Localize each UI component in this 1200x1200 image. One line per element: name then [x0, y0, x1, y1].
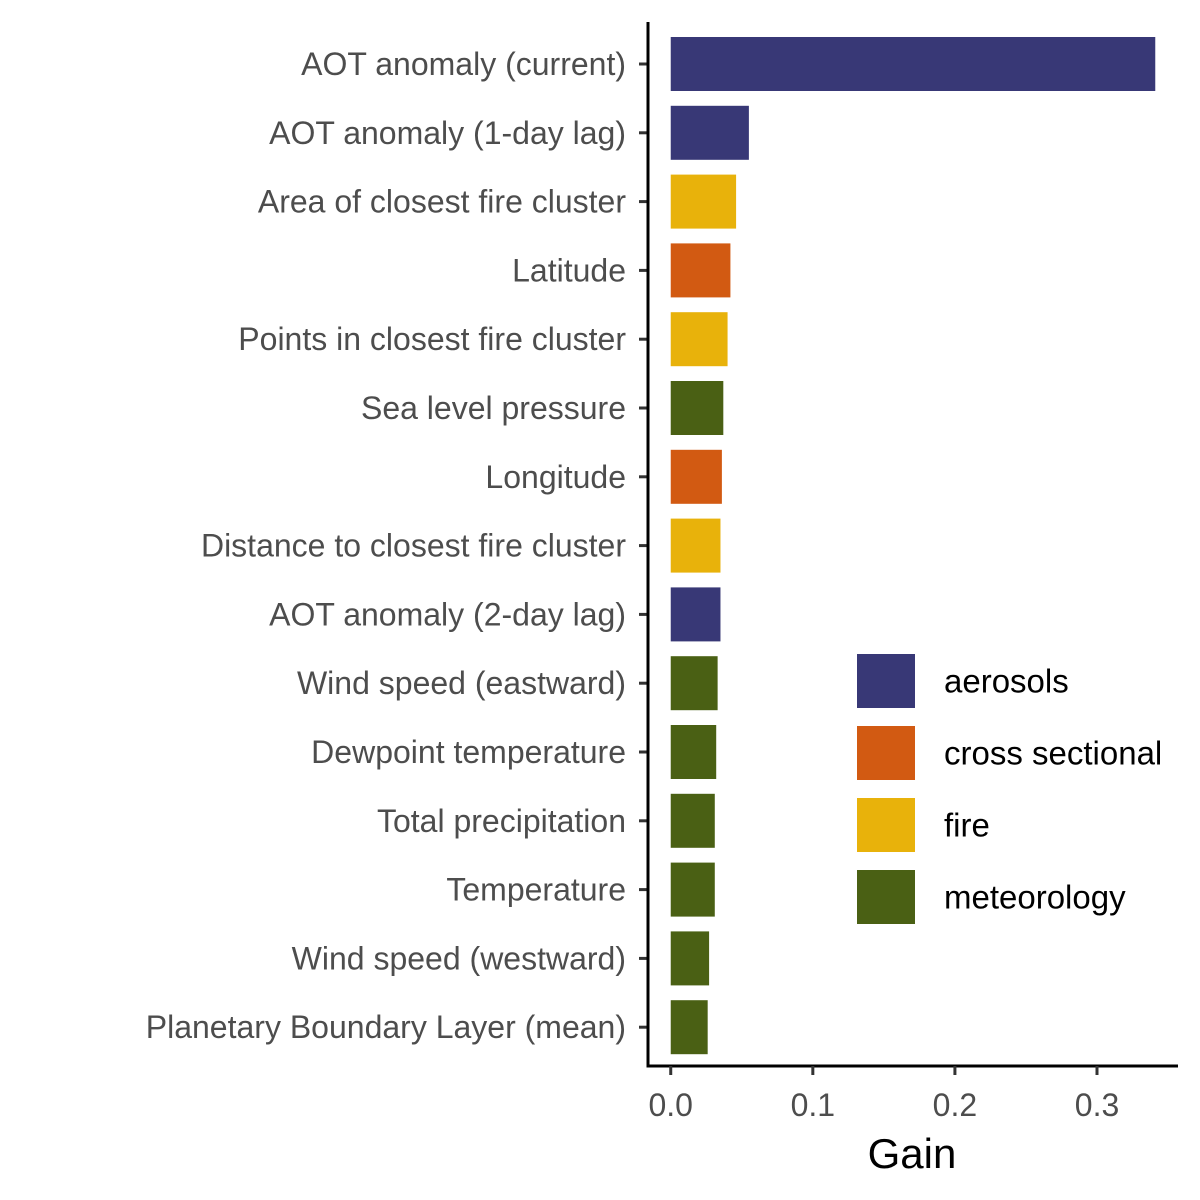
legend-label-fire: fire [944, 807, 990, 844]
x-axis-ticks [669, 1066, 1099, 1075]
legend-label-meteorology: meteorology [944, 879, 1126, 916]
x-tick-label: 0.1 [791, 1087, 835, 1123]
category-label: Points in closest fire cluster [238, 321, 626, 357]
category-label: AOT anomaly (1-day lag) [269, 115, 626, 151]
x-tick-label: 0.3 [1075, 1087, 1119, 1123]
x-axis-tick-labels: 0.0 0.1 0.2 0.3 [648, 1087, 1119, 1123]
category-label: Area of closest fire cluster [258, 184, 626, 220]
category-label: Sea level pressure [361, 390, 626, 426]
legend-label-cross-sectional: cross sectional [944, 735, 1162, 772]
y-axis-labels: AOT anomaly (current) AOT anomaly (1-day … [146, 46, 627, 1045]
bar-aot-anomaly-current [670, 37, 1156, 91]
bar-sea-level-pressure [670, 381, 724, 435]
category-label: Latitude [512, 252, 626, 288]
bar-aot-anomaly-2-day-lag [670, 587, 721, 642]
bar-distance-to-closest-fire-cluster [670, 518, 721, 573]
category-label: Dewpoint temperature [311, 734, 626, 770]
bar-total-precipitation [670, 793, 715, 848]
x-tick-label: 0.0 [648, 1087, 692, 1123]
bar-latitude [670, 243, 731, 298]
legend-key-cross-sectional [857, 726, 915, 780]
category-label: Temperature [446, 872, 626, 908]
category-label: AOT anomaly (2-day lag) [269, 596, 626, 632]
category-label: AOT anomaly (current) [301, 46, 626, 82]
bar-area-of-closest-fire-cluster [670, 174, 737, 229]
bar-points-in-closest-fire-cluster [670, 312, 728, 367]
category-label: Distance to closest fire cluster [201, 528, 626, 564]
bar-temperature [670, 862, 715, 917]
legend-key-fire [857, 798, 915, 852]
legend: aerosols cross sectional fire meteorology [857, 654, 1162, 924]
bar-planetary-boundary-layer-mean [670, 1000, 708, 1055]
category-label: Longitude [485, 459, 626, 495]
category-label: Wind speed (eastward) [297, 665, 626, 701]
category-label: Planetary Boundary Layer (mean) [146, 1009, 626, 1045]
category-label: Total precipitation [377, 803, 626, 839]
legend-label-aerosols: aerosols [944, 663, 1069, 700]
bar-longitude [670, 449, 722, 504]
bar-wind-speed-eastward [670, 656, 718, 711]
category-label: Wind speed (westward) [292, 940, 626, 976]
legend-key-meteorology [857, 870, 915, 924]
x-tick-label: 0.2 [933, 1087, 977, 1123]
bars-group [670, 37, 1156, 1055]
legend-key-aerosols [857, 654, 915, 708]
bar-dewpoint-temperature [670, 725, 717, 779]
bar-wind-speed-westward [670, 931, 710, 986]
x-axis-title: Gain [868, 1130, 957, 1177]
bar-aot-anomaly-1-day-lag [670, 105, 749, 160]
